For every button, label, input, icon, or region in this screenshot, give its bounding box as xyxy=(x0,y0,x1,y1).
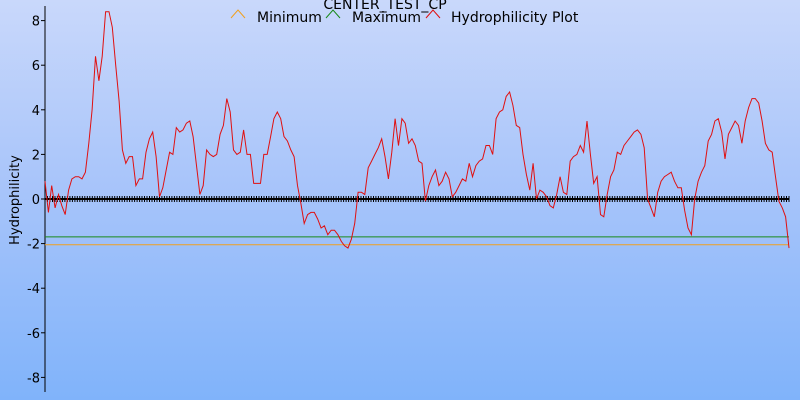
zero-axis-ticks xyxy=(44,196,790,202)
legend-item-minimum: Minimum xyxy=(230,9,322,26)
legend-minimum-icon xyxy=(230,9,246,19)
legend-label-minimum: Minimum xyxy=(257,10,322,26)
y-tick-label: -2 xyxy=(27,238,40,253)
zero-line xyxy=(44,196,790,202)
legend: Minimum Maximum Hydrophilicity Plot xyxy=(230,9,579,26)
reference-lines xyxy=(45,236,789,246)
y-tick-label: 4 xyxy=(32,104,40,119)
legend-maximum-icon xyxy=(325,9,341,19)
legend-hydrophilicity-icon xyxy=(425,9,441,19)
y-tick-label: 8 xyxy=(32,15,40,30)
y-tick-label: -6 xyxy=(27,327,40,342)
series-line-hydrophilicity xyxy=(44,11,790,249)
y-tick-label: -8 xyxy=(27,371,40,386)
y-tick-label: 6 xyxy=(32,59,40,74)
legend-item-hydrophilicity-plot: Hydrophilicity Plot xyxy=(425,9,579,26)
y-tick-label: 0 xyxy=(32,193,40,208)
legend-label-hydrophilicity: Hydrophilicity Plot xyxy=(451,10,579,26)
y-axis-label: Hydrophilicity xyxy=(8,155,23,245)
y-tick-label: 2 xyxy=(32,148,40,163)
y-tick-label: -4 xyxy=(27,282,40,297)
series-lines xyxy=(44,11,790,249)
chart-title: CENTER_TEST_CP xyxy=(323,0,446,13)
legend-item-maximum: Maximum xyxy=(325,9,421,26)
y-axis: 8 6 4 2 0 -2 -4 -6 -8 xyxy=(27,6,46,392)
legend-label-maximum: Maximum xyxy=(352,10,421,26)
